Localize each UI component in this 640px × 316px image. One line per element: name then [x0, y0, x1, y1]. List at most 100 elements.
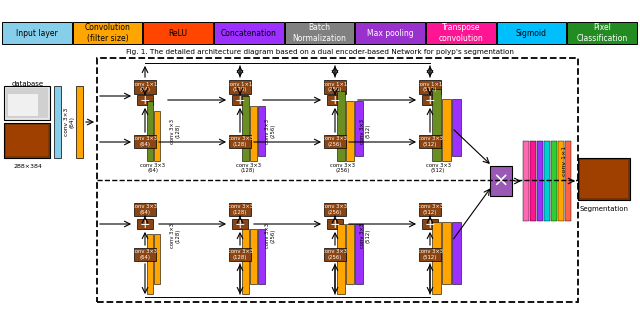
- Text: Transpose
convolution: Transpose convolution: [438, 23, 483, 43]
- Bar: [355, 22, 425, 44]
- Bar: [419, 135, 441, 148]
- Bar: [232, 95, 248, 105]
- Bar: [250, 106, 257, 161]
- Bar: [4, 123, 50, 158]
- Bar: [242, 229, 249, 294]
- Bar: [497, 22, 566, 44]
- Text: ×: ×: [493, 172, 509, 191]
- Text: Sigmoid: Sigmoid: [516, 28, 547, 38]
- Bar: [2, 22, 72, 44]
- Bar: [258, 106, 265, 156]
- Bar: [8, 94, 38, 116]
- Bar: [258, 229, 265, 284]
- Bar: [137, 95, 153, 105]
- Bar: [419, 80, 441, 94]
- Text: conv 3×3
(256): conv 3×3 (256): [264, 223, 275, 248]
- Bar: [229, 135, 251, 148]
- Bar: [355, 101, 363, 156]
- Text: +: +: [425, 94, 435, 106]
- Text: conv 3×3
(512): conv 3×3 (512): [360, 223, 371, 248]
- Text: conv 1×1: conv 1×1: [563, 146, 568, 176]
- Text: conv 3×3
(256): conv 3×3 (256): [323, 204, 348, 215]
- Text: conv 1×1
(64): conv 1×1 (64): [132, 82, 157, 92]
- Bar: [6, 88, 48, 118]
- Text: Concatenation: Concatenation: [221, 28, 276, 38]
- Bar: [214, 22, 284, 44]
- Bar: [137, 219, 153, 229]
- Bar: [490, 166, 512, 196]
- Bar: [530, 141, 536, 221]
- Bar: [229, 80, 251, 94]
- Bar: [324, 203, 346, 216]
- Bar: [578, 158, 630, 200]
- Bar: [537, 141, 543, 221]
- Bar: [327, 219, 343, 229]
- Text: +: +: [330, 217, 340, 230]
- Bar: [346, 101, 354, 161]
- Bar: [426, 22, 495, 44]
- Text: conv 3×3
(64): conv 3×3 (64): [63, 108, 74, 136]
- Text: conv 3×3
(512): conv 3×3 (512): [417, 136, 442, 147]
- Bar: [337, 224, 345, 294]
- Bar: [419, 203, 441, 216]
- Text: conv 3×3
(64): conv 3×3 (64): [132, 136, 157, 147]
- Text: conv 3×3
(128): conv 3×3 (128): [170, 223, 180, 248]
- Bar: [452, 222, 461, 284]
- Bar: [134, 248, 156, 261]
- Text: Segmentation: Segmentation: [579, 206, 628, 212]
- Text: database: database: [12, 81, 44, 87]
- Bar: [232, 219, 248, 229]
- Bar: [551, 141, 557, 221]
- Text: conv 3×3
(512): conv 3×3 (512): [426, 163, 451, 173]
- Bar: [324, 135, 346, 148]
- Bar: [324, 80, 346, 94]
- Bar: [544, 141, 550, 221]
- Bar: [54, 86, 61, 158]
- Text: conv 3×3
(512): conv 3×3 (512): [417, 204, 442, 215]
- Text: +: +: [235, 217, 245, 230]
- Text: conv 3×3
(256): conv 3×3 (256): [323, 249, 348, 260]
- Bar: [134, 203, 156, 216]
- Bar: [422, 219, 438, 229]
- Text: +: +: [140, 94, 150, 106]
- Text: +: +: [330, 94, 340, 106]
- Bar: [134, 135, 156, 148]
- Bar: [229, 203, 251, 216]
- Bar: [422, 95, 438, 105]
- Text: conv 3×3
(256): conv 3×3 (256): [330, 163, 355, 173]
- Bar: [154, 234, 160, 284]
- Bar: [324, 248, 346, 261]
- Text: conv 3×3
(128): conv 3×3 (128): [170, 118, 180, 143]
- Bar: [250, 229, 257, 284]
- Text: conv 1×1
(128): conv 1×1 (128): [227, 82, 253, 92]
- Bar: [432, 222, 441, 294]
- Bar: [558, 141, 564, 221]
- Bar: [147, 101, 153, 161]
- Bar: [242, 96, 249, 161]
- Text: conv 3×3
(128): conv 3×3 (128): [227, 249, 253, 260]
- Bar: [355, 224, 363, 284]
- Text: conv 3×3
(128): conv 3×3 (128): [227, 136, 253, 147]
- Bar: [134, 80, 156, 94]
- Bar: [432, 89, 441, 161]
- Bar: [147, 234, 153, 294]
- Bar: [154, 111, 160, 161]
- Text: conv 1×1
(256): conv 1×1 (256): [323, 82, 348, 92]
- Text: Batch
Normalization: Batch Normalization: [292, 23, 346, 43]
- Bar: [346, 224, 354, 284]
- Text: +: +: [425, 217, 435, 230]
- Bar: [337, 91, 345, 161]
- Text: Pixel
Classification: Pixel Classification: [577, 23, 628, 43]
- Bar: [4, 86, 50, 120]
- Bar: [452, 99, 461, 156]
- Text: Fig. 1. The detailed architecture diagram based on a dual encoder-based Network : Fig. 1. The detailed architecture diagra…: [126, 49, 514, 55]
- Bar: [229, 248, 251, 261]
- Text: Convolution
(filter size): Convolution (filter size): [84, 23, 131, 43]
- Text: conv 3×3
(256): conv 3×3 (256): [264, 118, 275, 143]
- Text: conv 3×3
(512): conv 3×3 (512): [417, 249, 442, 260]
- Bar: [6, 125, 48, 156]
- Text: conv 3×3
(64): conv 3×3 (64): [141, 163, 166, 173]
- Text: Input layer: Input layer: [16, 28, 58, 38]
- Text: +: +: [235, 94, 245, 106]
- Text: conv 3×3
(256): conv 3×3 (256): [323, 136, 348, 147]
